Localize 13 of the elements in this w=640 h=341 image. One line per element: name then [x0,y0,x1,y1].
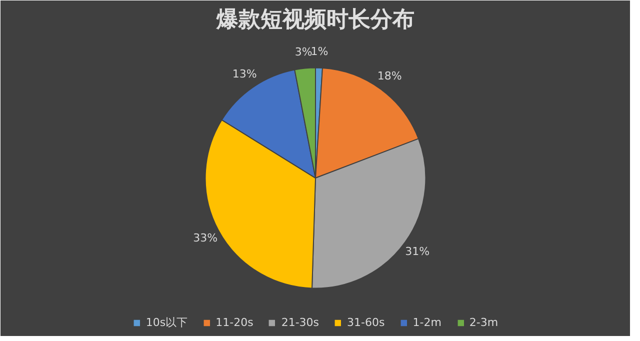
chart-title: 爆款短视频时长分布 [216,8,414,32]
legend-label: 11-20s [216,316,254,329]
data-label: 33% [193,231,218,244]
data-label: 1% [310,45,328,58]
data-label: 31% [405,244,430,258]
data-label: 13% [232,67,257,80]
legend-label: 31-60s [347,316,385,329]
legend-label: 2-3m [469,316,498,329]
legend-label: 1-2m [412,316,442,329]
data-label: 18% [377,70,402,83]
legend-label: 21-30s [281,316,320,329]
legend-label: 10s以下 [146,315,188,330]
data-label: 3% [294,46,312,59]
